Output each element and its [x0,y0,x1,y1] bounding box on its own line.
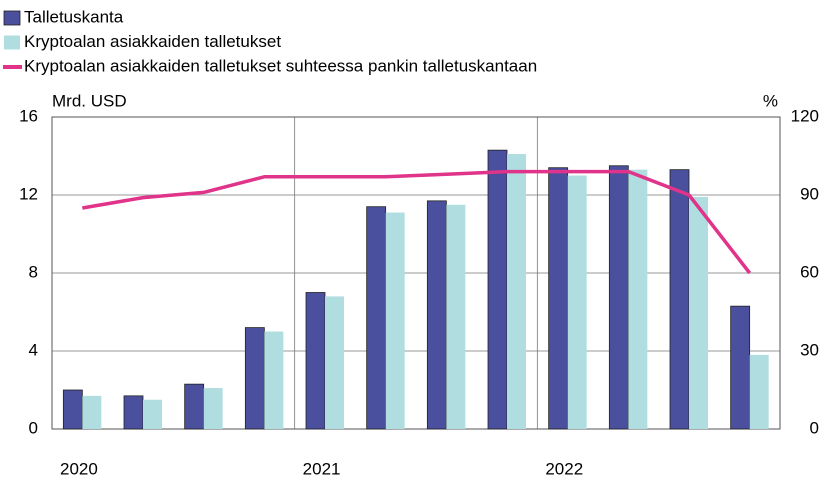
bar [669,169,690,430]
bar [203,388,223,429]
legend-label: Kryptoalan asiakkaiden talletukset [24,32,281,51]
bar [487,149,508,430]
x-tick-label: 2022 [545,459,583,478]
y-tick-label: 8 [29,262,38,281]
legend-label: Talletuskanta [24,7,124,26]
x-tick-label: 2020 [60,459,98,478]
y-tick-label: 0 [29,418,38,437]
legend-swatch [3,10,21,26]
bar [446,204,466,429]
bar [567,175,587,429]
y-tick-label: 12 [19,184,38,203]
y2-tick-label: 60 [800,262,819,281]
legend-label: Kryptoalan asiakkaiden talletukset suhte… [24,56,537,75]
bar [123,395,144,430]
plot-frame [51,116,781,430]
y2-tick-label: 30 [800,340,819,359]
bar [548,167,569,430]
bar [366,206,387,430]
x-tick-label: 2021 [303,459,341,478]
bar [264,331,284,429]
bar [325,296,344,429]
bar [82,395,102,429]
bar [143,399,162,429]
y2-axis-label: % [763,91,778,110]
y-tick-label: 4 [29,340,38,359]
bar [749,354,769,429]
bar [184,383,205,430]
y2-tick-label: 0 [810,418,819,437]
bar [244,327,265,430]
legend-swatch [4,35,20,50]
bar [689,196,708,429]
bar [628,169,648,429]
line [82,169,752,275]
bar [62,389,83,430]
y2-tick-label: 120 [791,106,819,125]
bar [426,200,447,430]
y-axis-label: Mrd. USD [52,91,127,110]
bar [507,154,526,430]
bar [305,292,326,430]
y-tick-label: 16 [19,106,38,125]
bar [608,165,629,430]
bar [385,212,405,429]
bar [730,305,751,430]
y2-tick-label: 90 [800,184,819,203]
